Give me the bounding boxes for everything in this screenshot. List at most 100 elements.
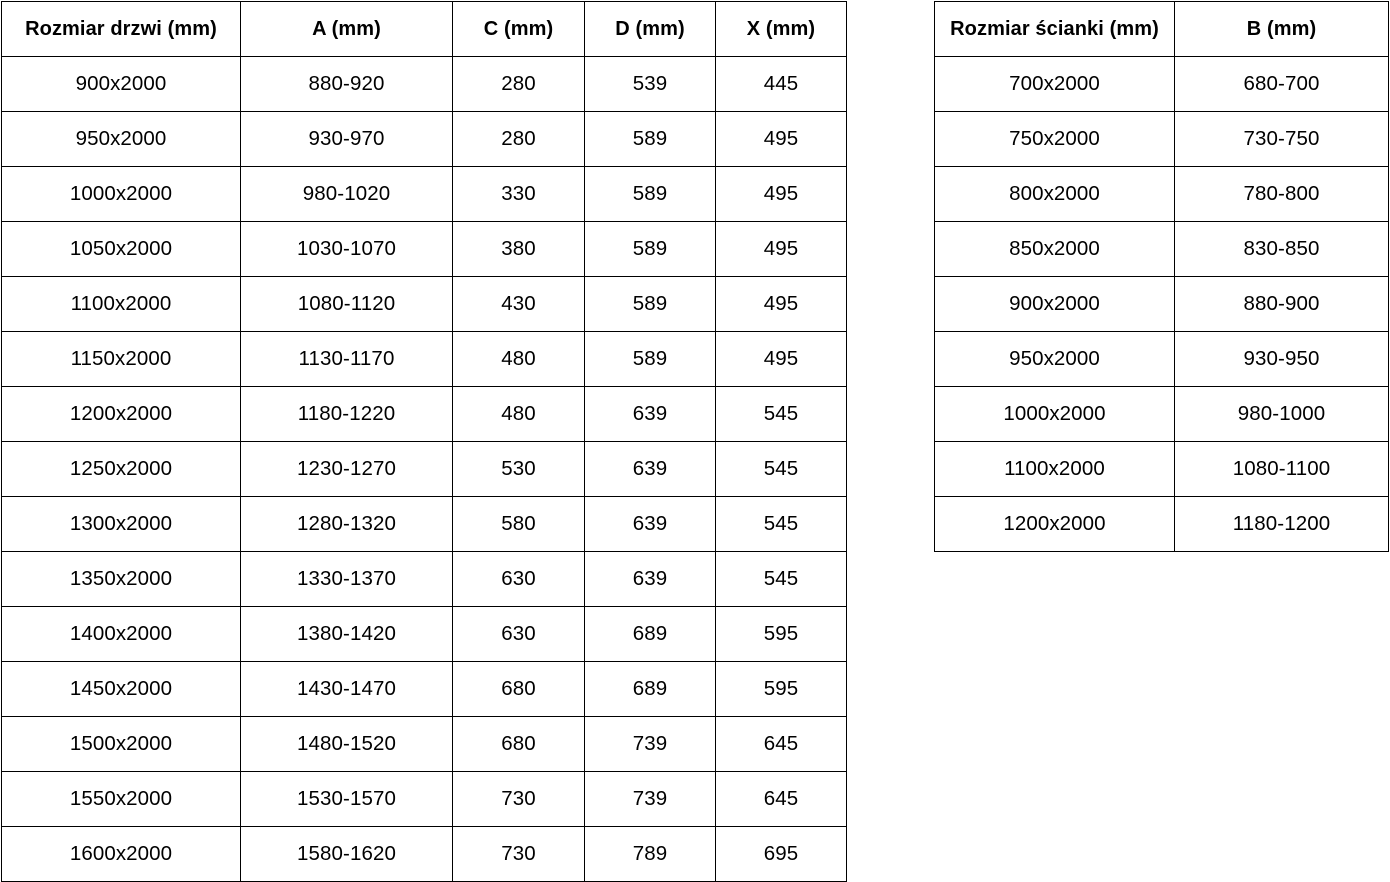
- cell-b: 730-750: [1174, 111, 1389, 167]
- cell-d: 589: [584, 331, 716, 387]
- doors-table-header: Rozmiar drzwi (mm) A (mm) C (mm) D (mm) …: [1, 1, 847, 57]
- table-row: 1050x2000 1030-1070 380 589 495: [1, 221, 847, 277]
- cell-c: 580: [452, 496, 585, 552]
- cell-d: 639: [584, 386, 716, 442]
- cell-door-size: 1250x2000: [1, 441, 241, 497]
- cell-wall-size: 700x2000: [934, 56, 1175, 112]
- cell-door-size: 1450x2000: [1, 661, 241, 717]
- table-row: 850x2000 830-850: [934, 221, 1389, 277]
- cell-d: 739: [584, 716, 716, 772]
- cell-d: 589: [584, 276, 716, 332]
- column-header-b: B (mm): [1174, 1, 1389, 57]
- cell-d: 639: [584, 551, 716, 607]
- table-row: 1350x2000 1330-1370 630 639 545: [1, 551, 847, 607]
- cell-x: 545: [715, 441, 847, 497]
- cell-d: 639: [584, 441, 716, 497]
- cell-d: 589: [584, 221, 716, 277]
- cell-x: 645: [715, 771, 847, 827]
- table-row: 1500x2000 1480-1520 680 739 645: [1, 716, 847, 772]
- table-row: 1600x2000 1580-1620 730 789 695: [1, 826, 847, 882]
- cell-c: 730: [452, 826, 585, 882]
- table-row: 700x2000 680-700: [934, 56, 1389, 112]
- cell-c: 280: [452, 56, 585, 112]
- cell-x: 495: [715, 331, 847, 387]
- table-row: 1000x2000 980-1020 330 589 495: [1, 166, 847, 222]
- table-row: 1200x2000 1180-1220 480 639 545: [1, 386, 847, 442]
- table-row: 1200x2000 1180-1200: [934, 496, 1389, 552]
- cell-x: 595: [715, 606, 847, 662]
- cell-c: 380: [452, 221, 585, 277]
- cell-x: 495: [715, 166, 847, 222]
- cell-a: 880-920: [240, 56, 453, 112]
- cell-x: 645: [715, 716, 847, 772]
- cell-x: 545: [715, 386, 847, 442]
- cell-door-size: 1300x2000: [1, 496, 241, 552]
- cell-c: 630: [452, 551, 585, 607]
- table-row: 1100x2000 1080-1100: [934, 441, 1389, 497]
- column-header-wall-size: Rozmiar ścianki (mm): [934, 1, 1175, 57]
- table-row: 750x2000 730-750: [934, 111, 1389, 167]
- wall-panel-size-dimensions-table: Rozmiar ścianki (mm) B (mm) 700x2000 680-…: [934, 1, 1389, 552]
- table-row: 950x2000 930-950: [934, 331, 1389, 387]
- cell-b: 680-700: [1174, 56, 1389, 112]
- cell-c: 680: [452, 661, 585, 717]
- cell-wall-size: 1100x2000: [934, 441, 1175, 497]
- table-row: 1150x2000 1130-1170 480 589 495: [1, 331, 847, 387]
- cell-d: 589: [584, 166, 716, 222]
- cell-c: 480: [452, 331, 585, 387]
- door-size-dimensions-table: Rozmiar drzwi (mm) A (mm) C (mm) D (mm) …: [1, 1, 847, 882]
- cell-door-size: 900x2000: [1, 56, 241, 112]
- cell-door-size: 1400x2000: [1, 606, 241, 662]
- cell-c: 530: [452, 441, 585, 497]
- cell-wall-size: 950x2000: [934, 331, 1175, 387]
- cell-wall-size: 750x2000: [934, 111, 1175, 167]
- cell-door-size: 1600x2000: [1, 826, 241, 882]
- cell-c: 630: [452, 606, 585, 662]
- cell-a: 1130-1170: [240, 331, 453, 387]
- cell-door-size: 1150x2000: [1, 331, 241, 387]
- cell-c: 430: [452, 276, 585, 332]
- doors-table-body: 900x2000 880-920 280 539 445 950x2000 930-970 2…: [1, 56, 847, 882]
- cell-x: 445: [715, 56, 847, 112]
- table-row: 1100x2000 1080-1120 430 589 495: [1, 276, 847, 332]
- table-header-row: Rozmiar ścianki (mm) B (mm): [934, 1, 1389, 57]
- cell-d: 739: [584, 771, 716, 827]
- cell-b: 930-950: [1174, 331, 1389, 387]
- cell-b: 780-800: [1174, 166, 1389, 222]
- cell-door-size: 1050x2000: [1, 221, 241, 277]
- cell-door-size: 1550x2000: [1, 771, 241, 827]
- cell-a: 930-970: [240, 111, 453, 167]
- wall-table-header: Rozmiar ścianki (mm) B (mm): [934, 1, 1389, 57]
- cell-b: 880-900: [1174, 276, 1389, 332]
- cell-c: 680: [452, 716, 585, 772]
- cell-a: 1280-1320: [240, 496, 453, 552]
- table-row: 900x2000 880-920 280 539 445: [1, 56, 847, 112]
- cell-b: 1180-1200: [1174, 496, 1389, 552]
- cell-wall-size: 800x2000: [934, 166, 1175, 222]
- table-row: 1450x2000 1430-1470 680 689 595: [1, 661, 847, 717]
- cell-b: 1080-1100: [1174, 441, 1389, 497]
- cell-door-size: 1350x2000: [1, 551, 241, 607]
- cell-c: 480: [452, 386, 585, 442]
- cell-a: 980-1020: [240, 166, 453, 222]
- cell-a: 1580-1620: [240, 826, 453, 882]
- column-header-a: A (mm): [240, 1, 453, 57]
- cell-door-size: 1500x2000: [1, 716, 241, 772]
- cell-a: 1180-1220: [240, 386, 453, 442]
- cell-d: 689: [584, 606, 716, 662]
- cell-a: 1380-1420: [240, 606, 453, 662]
- cell-wall-size: 1200x2000: [934, 496, 1175, 552]
- column-header-d: D (mm): [584, 1, 716, 57]
- table-row: 900x2000 880-900: [934, 276, 1389, 332]
- table-row: 1550x2000 1530-1570 730 739 645: [1, 771, 847, 827]
- cell-x: 595: [715, 661, 847, 717]
- wall-table-body: 700x2000 680-700 750x2000 730-750 800x2000 78…: [934, 56, 1389, 552]
- table-header-row: Rozmiar drzwi (mm) A (mm) C (mm) D (mm) …: [1, 1, 847, 57]
- table-row: 1300x2000 1280-1320 580 639 545: [1, 496, 847, 552]
- cell-d: 589: [584, 111, 716, 167]
- cell-c: 280: [452, 111, 585, 167]
- table-row: 1250x2000 1230-1270 530 639 545: [1, 441, 847, 497]
- cell-a: 1330-1370: [240, 551, 453, 607]
- cell-door-size: 950x2000: [1, 111, 241, 167]
- column-header-door-size: Rozmiar drzwi (mm): [1, 1, 241, 57]
